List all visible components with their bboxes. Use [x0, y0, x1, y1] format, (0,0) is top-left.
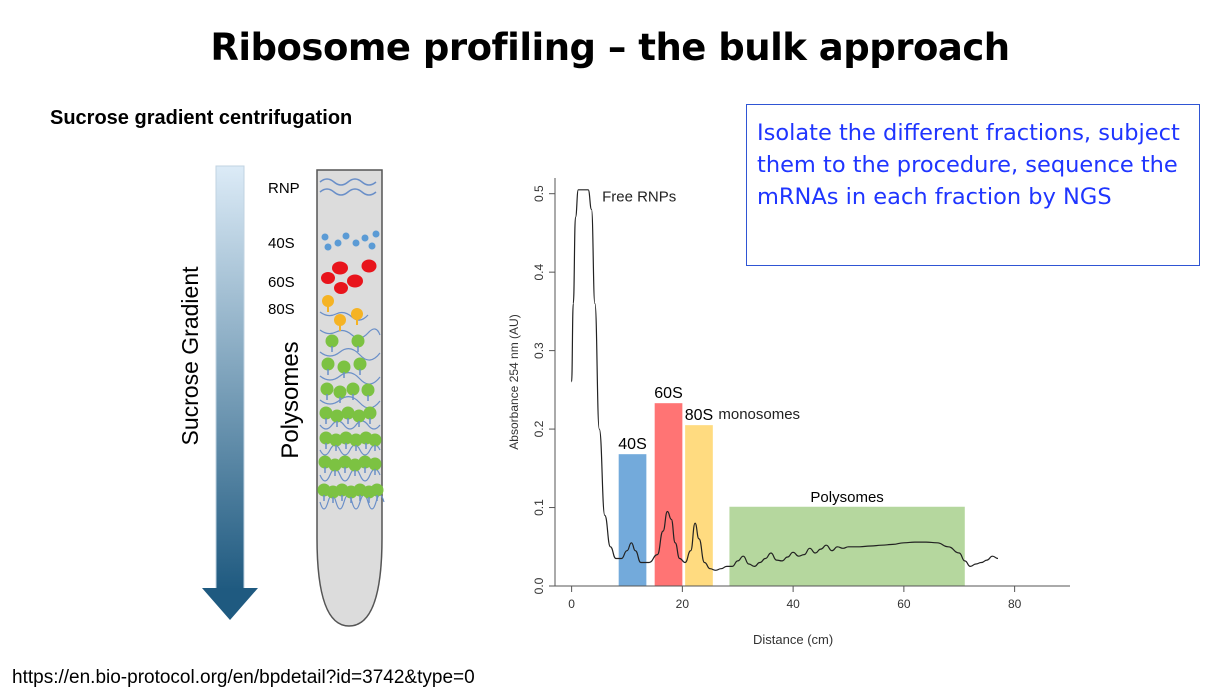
annotation-monosomes: monosomes — [718, 406, 800, 423]
layer-label-40s: 40S — [268, 235, 295, 252]
band-60s — [654, 403, 683, 586]
band-label-polysomes: Polysomes — [810, 489, 883, 506]
band-label-80s: 80S — [685, 407, 713, 424]
small-subunit-icon — [321, 230, 380, 251]
rnp-mrna-icon — [319, 178, 377, 196]
band-40s — [618, 454, 647, 586]
y-tick-label: 0.5 — [532, 185, 546, 202]
x-tick-label: 60 — [897, 597, 911, 611]
y-tick-label: 0.2 — [532, 420, 546, 437]
band-label-40s: 40S — [618, 436, 646, 453]
y-tick-label: 0.0 — [532, 577, 546, 594]
x-tick-label: 0 — [568, 597, 575, 611]
polysomes-vertical-label: Polysomes — [277, 341, 304, 458]
slide-title: Ribosome profiling – the bulk approach — [210, 26, 1010, 69]
y-tick-label: 0.3 — [532, 342, 546, 359]
sucrose-gradient-label: Sucrose Gradient — [177, 266, 203, 446]
x-tick-label: 40 — [786, 597, 800, 611]
annotation-free-rnps: Free RNPs — [602, 189, 676, 206]
band-label-60s: 60S — [654, 385, 682, 402]
y-axis-label: Absorbance 254 nm (AU) — [507, 314, 521, 449]
large-subunit-icon — [321, 259, 377, 294]
layer-label-60s: 60S — [268, 274, 295, 291]
source-url[interactable]: https://en.bio-protocol.org/en/bpdetail?… — [12, 667, 475, 688]
layer-label-80s: 80S — [268, 301, 295, 318]
monosome-icon — [319, 295, 381, 339]
x-tick-label: 20 — [676, 597, 690, 611]
gradient-tube-diagram: Sucrose Gradient Polysomes RNP 40S 60S 8… — [177, 165, 385, 627]
gradient-arrow-icon — [202, 165, 258, 620]
y-tick-label: 0.4 — [532, 263, 546, 280]
band-80s — [685, 425, 713, 586]
centrifuge-tube — [316, 169, 383, 627]
polysome-icon — [316, 333, 385, 510]
absorbance-trace — [571, 189, 999, 571]
x-axis-label: Distance (cm) — [753, 632, 833, 647]
callout-box: Isolate the different fractions, subject… — [746, 104, 1200, 266]
y-tick-label: 0.1 — [532, 499, 546, 516]
layer-label-rnp: RNP — [268, 180, 300, 197]
x-tick-label: 80 — [1008, 597, 1022, 611]
section-subtitle: Sucrose gradient centrifugation — [50, 107, 353, 129]
